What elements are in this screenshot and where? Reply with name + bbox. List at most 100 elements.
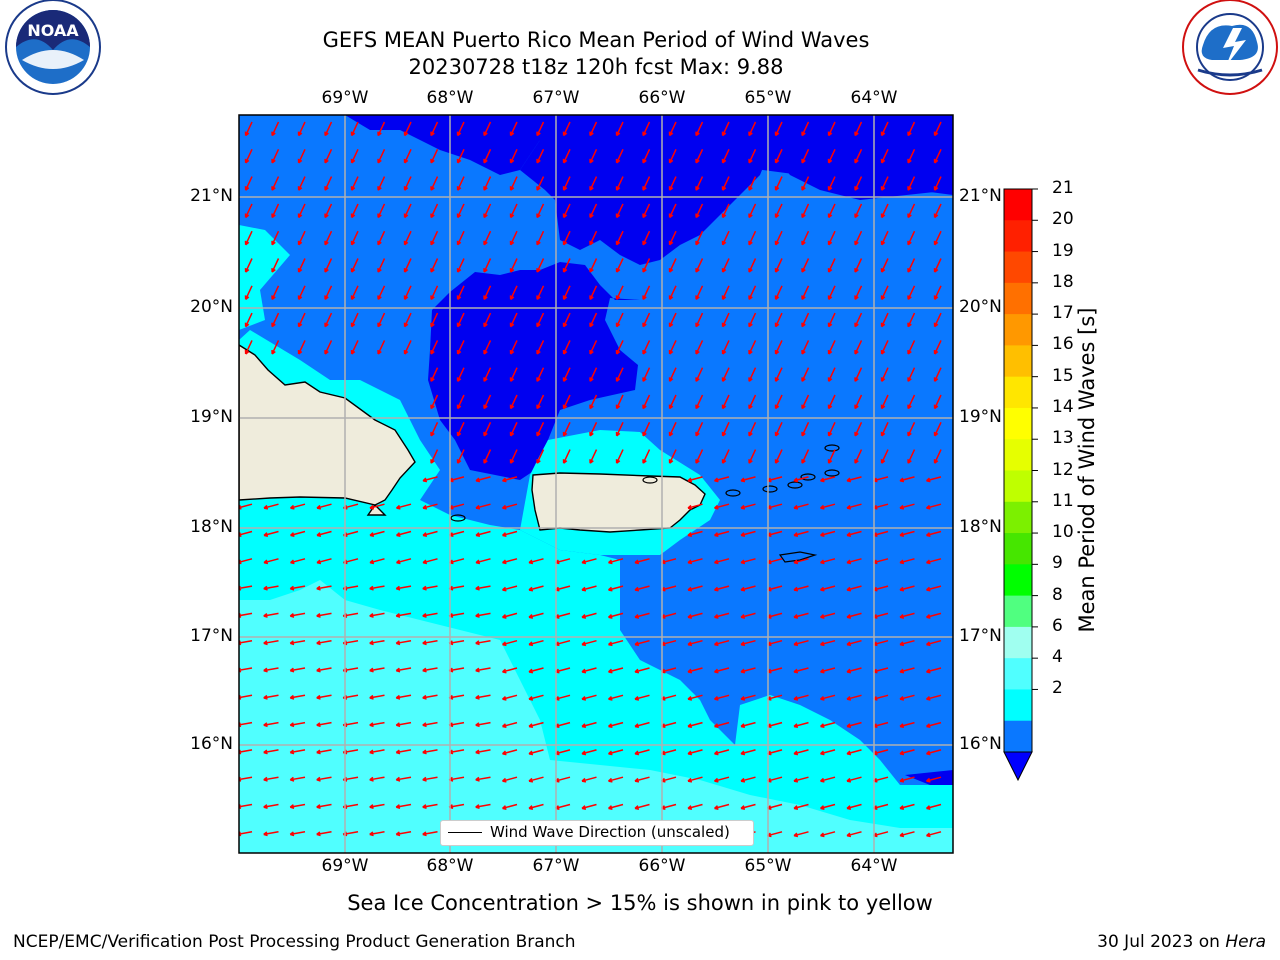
wind-wave-arrow: [369, 612, 385, 618]
wind-wave-arrow: [456, 449, 465, 464]
wind-wave-arrow: [456, 148, 465, 164]
wind-wave-arrow: [926, 803, 942, 810]
lat-tick-left: 20°N: [190, 297, 233, 317]
wind-wave-arrow: [687, 639, 703, 647]
wind-wave-arrow: [562, 449, 571, 464]
wind-wave-arrow: [562, 312, 571, 328]
wind-wave-arrow: [827, 340, 836, 355]
wind-wave-arrow: [907, 203, 916, 219]
wind-wave-arrow: [668, 285, 677, 300]
wind-wave-arrow: [350, 285, 359, 300]
wind-wave-arrow: [608, 721, 624, 729]
wind-wave-arrow: [475, 558, 491, 565]
colorbar-segment: [1004, 251, 1032, 284]
wind-wave-arrow: [456, 394, 465, 410]
wind-wave-arrow: [740, 585, 756, 592]
wind-wave-arrow: [536, 176, 545, 191]
wind-wave-arrow: [907, 258, 916, 273]
wind-wave-arrow: [589, 148, 598, 164]
wind-wave-arrow: [244, 176, 253, 191]
wind-wave-arrow: [403, 285, 412, 300]
colorbar-tick-label: 16: [1052, 334, 1074, 355]
wind-wave-arrow: [316, 585, 332, 591]
wind-wave-arrow: [880, 176, 889, 191]
wind-wave-arrow: [642, 230, 651, 246]
wind-wave-arrow: [562, 230, 571, 246]
wind-wave-arrow: [536, 312, 545, 328]
wind-wave-arrow: [528, 776, 544, 783]
wind-wave-arrow: [456, 121, 465, 137]
wind-wave-arrow: [324, 340, 333, 355]
lat-tick-right: 17°N: [959, 626, 1002, 646]
wind-wave-arrow: [615, 394, 624, 410]
wind-wave-arrow: [714, 749, 730, 756]
wind-wave-arrow: [907, 421, 916, 437]
wind-wave-arrow: [475, 667, 491, 673]
wind-wave-arrow: [395, 831, 412, 837]
wind-wave-arrow: [422, 667, 438, 673]
wind-wave-arrow: [820, 558, 836, 565]
wind-wave-arrow: [827, 312, 836, 328]
wind-wave-arrow: [801, 230, 810, 246]
wind-wave-arrow: [880, 230, 889, 246]
wind-wave-arrow: [642, 203, 651, 219]
lat-tick-right: 21°N: [959, 186, 1002, 206]
wind-wave-arrow: [316, 667, 332, 673]
wind-wave-arrow: [263, 721, 279, 728]
wind-wave-arrow: [721, 148, 730, 164]
wind-wave-arrow: [846, 749, 862, 756]
wind-wave-arrow: [820, 585, 836, 592]
wind-wave-arrow: [456, 312, 465, 328]
hispaniola-landmass: [239, 344, 416, 516]
wind-wave-arrow: [926, 585, 942, 592]
wind-wave-arrow: [403, 230, 412, 246]
wind-wave-arrow: [907, 285, 916, 300]
wind-wave-arrow: [820, 721, 836, 729]
wind-wave-arrow: [854, 258, 863, 273]
wind-wave-arrow: [801, 340, 810, 355]
wind-wave-arrow: [271, 121, 280, 137]
wind-wave-arrow: [846, 639, 862, 647]
wind-wave-arrow: [297, 230, 306, 246]
wind-wave-arrow: [430, 367, 439, 382]
wind-wave-arrow: [589, 449, 598, 464]
wind-wave-arrow: [748, 367, 757, 382]
colorbar-segment: [1004, 595, 1032, 628]
wind-wave-arrow: [350, 312, 359, 328]
wind-wave-arrow: [907, 230, 916, 246]
wind-wave-arrow: [899, 803, 915, 810]
wind-wave-arrow: [748, 148, 757, 164]
wind-wave-arrow: [615, 421, 624, 437]
wind-wave-arrow: [846, 803, 862, 810]
wind-wave-arrow: [687, 612, 703, 619]
wind-wave-arrow: [377, 230, 386, 246]
wind-wave-arrow: [899, 831, 915, 838]
wind-wave-arrow: [509, 148, 518, 164]
wind-wave-arrow: [369, 639, 385, 646]
wind-wave-arrow: [377, 312, 386, 328]
lighter-period-zone-south: [239, 580, 953, 853]
colorbar-segment: [1004, 376, 1032, 409]
wind-wave-arrow: [430, 421, 439, 437]
wind-wave-arrow: [608, 749, 624, 756]
wind-wave-arrow: [642, 258, 651, 273]
wind-wave-arrow: [509, 176, 518, 191]
wind-wave-arrow: [528, 803, 544, 810]
wind-wave-arrow: [422, 831, 438, 837]
wind-wave-arrow: [456, 176, 465, 191]
wind-wave-arrow: [668, 367, 677, 382]
wind-wave-arrow: [740, 749, 756, 756]
wind-wave-arrow: [854, 421, 863, 437]
colorbar-tick-label: 8: [1052, 584, 1063, 605]
wind-wave-arrow: [263, 831, 279, 837]
wind-wave-arrow: [483, 394, 492, 410]
wind-wave-arrow: [289, 803, 306, 809]
wind-wave-arrow: [369, 694, 385, 700]
wind-wave-arrow: [714, 667, 730, 674]
wind-wave-arrow: [615, 340, 624, 355]
colorbar-tick-label: 20: [1052, 209, 1074, 230]
wind-wave-arrow: [827, 121, 836, 137]
wind-wave-arrow: [509, 421, 518, 437]
wind-wave-arrow: [562, 421, 571, 437]
wind-wave-arrow: [403, 312, 412, 328]
